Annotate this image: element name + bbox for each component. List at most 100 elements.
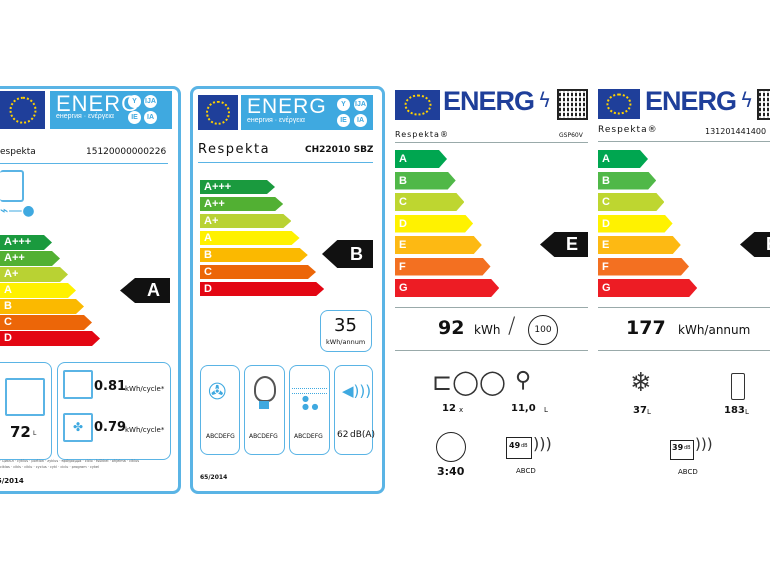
snowflake-icon: ❄ (630, 368, 652, 398)
place-settings-value: 12 (442, 403, 456, 414)
lang-badge: IA (354, 114, 367, 127)
rating-arrow: B (322, 240, 373, 268)
energy-class-bar: A+ (200, 214, 291, 228)
oven-icon (0, 170, 24, 202)
cycle-footnote: · цикъл · cyklus · portion · zyklus · πρ… (0, 459, 140, 463)
rating-letter: E (565, 234, 578, 254)
water-unit: L (544, 406, 548, 414)
clock-icon (436, 432, 466, 462)
energy-class-bar: D (395, 215, 473, 233)
energy-class-bar: A++ (0, 251, 60, 266)
energy-class-bar: G (395, 279, 499, 297)
bulb-base (259, 401, 269, 409)
lightning-icon: ϟ (538, 88, 552, 112)
lang-badge: IA (144, 111, 157, 124)
noise-value: 62 (337, 430, 349, 440)
place-settings-unit: x (459, 406, 464, 414)
model-number: 15120000000226 (86, 147, 167, 157)
energy-class-bar: E (598, 236, 681, 254)
oven-volume-icon (5, 378, 45, 416)
annual-consumption: 35 (334, 315, 357, 336)
consumption-value: 177 (626, 317, 666, 339)
consumption-box (57, 362, 171, 460)
model-number: 131201441400 (705, 127, 767, 136)
rating-arrow: E (740, 232, 770, 257)
speaker-icon (506, 437, 532, 459)
lang-badge: Y (128, 95, 141, 108)
energy-class-bar: D (598, 215, 673, 233)
noise-class: ABCD (516, 467, 536, 475)
energ-subtitle: енергия · ενέργεια (247, 117, 305, 124)
lang-badge: IJA (144, 95, 157, 108)
energy-class-bar: G (598, 279, 697, 297)
fridge-volume: 183 (724, 405, 745, 416)
energy-class-bar: C (0, 315, 92, 330)
brand: espekta (0, 147, 36, 157)
rating-letter: B (350, 244, 363, 264)
water-tap-icon: ⚲ (515, 368, 532, 393)
energy-class-bar: C (598, 193, 664, 211)
consumption-unit: kWh (474, 323, 501, 337)
qr-code[interactable] (757, 89, 770, 120)
fridge-unit: L (745, 408, 749, 416)
eu-flag-icon (0, 91, 45, 129)
energy-class-bar: A (200, 231, 300, 245)
lang-badge: IE (128, 111, 141, 124)
qr-code[interactable] (557, 89, 588, 120)
fan-unit: kWh/cycle* (125, 426, 165, 434)
fan-consumption: 0.79 (94, 420, 127, 435)
energy-class-bar: F (598, 258, 689, 276)
lang-badge: IE (337, 114, 350, 127)
light-bulb-icon (254, 376, 276, 402)
volume-value: 72 (10, 423, 31, 441)
regulation-number: 65/2014 (200, 474, 228, 481)
energy-class-bar: B (200, 248, 308, 262)
lighting-box (244, 365, 285, 455)
volume-box (0, 362, 52, 460)
brand: Respekta (198, 142, 271, 157)
regulation-number: 65/2014 (0, 477, 24, 485)
energ-title: ENERG (247, 95, 327, 118)
eu-flag-icon (395, 90, 440, 120)
energ-subtitle: енергия · ενέργεια (56, 113, 114, 120)
consumption-value: 92 (438, 317, 465, 339)
consumption-unit: kWh/annum (326, 338, 366, 346)
cycles-value: 100 (534, 325, 552, 335)
conventional-unit: kWh/cycle* (125, 385, 165, 393)
energ-title: ENERG (443, 86, 535, 116)
freezer-volume: 37 (633, 405, 647, 416)
dishes-icon: ⊏◯◯ (432, 368, 506, 396)
conventional-oven-icon (63, 370, 93, 399)
fluid-dynamic-class: ABCDEFG (206, 433, 235, 440)
energy-class-bar: A (395, 150, 447, 168)
energy-class-bar: A++ (200, 197, 283, 211)
eu-flag-icon (198, 95, 238, 130)
model-number: CH22010 SBZ (305, 145, 374, 155)
model-number: GSP60V (559, 132, 583, 139)
energ-title: ENERG (645, 86, 737, 116)
energ-title: ENERG (56, 91, 140, 116)
brand: Respekta® (395, 130, 449, 139)
speaker-icon (670, 440, 694, 460)
rating-arrow: E (540, 232, 588, 257)
sound-waves-icon: ))) (695, 435, 713, 453)
rating-letter: A (147, 280, 160, 300)
electric-plug-icon: ⌁—● (0, 203, 35, 219)
volume-unit: L (33, 430, 37, 437)
noise-value: 49 (509, 441, 521, 450)
duration-value: 3:40 (437, 465, 465, 478)
noise-value: 39 (672, 443, 684, 452)
energy-class-bar: C (200, 265, 316, 279)
speaker-icon: ◀))) (342, 382, 372, 400)
energy-class-bar: A+++ (0, 235, 52, 250)
grease-filter-box (289, 365, 330, 455)
freezer-unit: L (647, 408, 651, 416)
energy-class-bar: B (598, 172, 656, 190)
energy-class-bar: A (598, 150, 648, 168)
cycle-footnote: ciklas · cikls · ciklu · cyclus · cykl ·… (0, 465, 99, 469)
fan-icon: ✇ (208, 380, 227, 405)
energy-class-bar: D (200, 282, 324, 296)
energy-class-bar: A+++ (200, 180, 275, 194)
annual-consumption-box (320, 310, 372, 352)
bottle-icon (731, 373, 745, 400)
